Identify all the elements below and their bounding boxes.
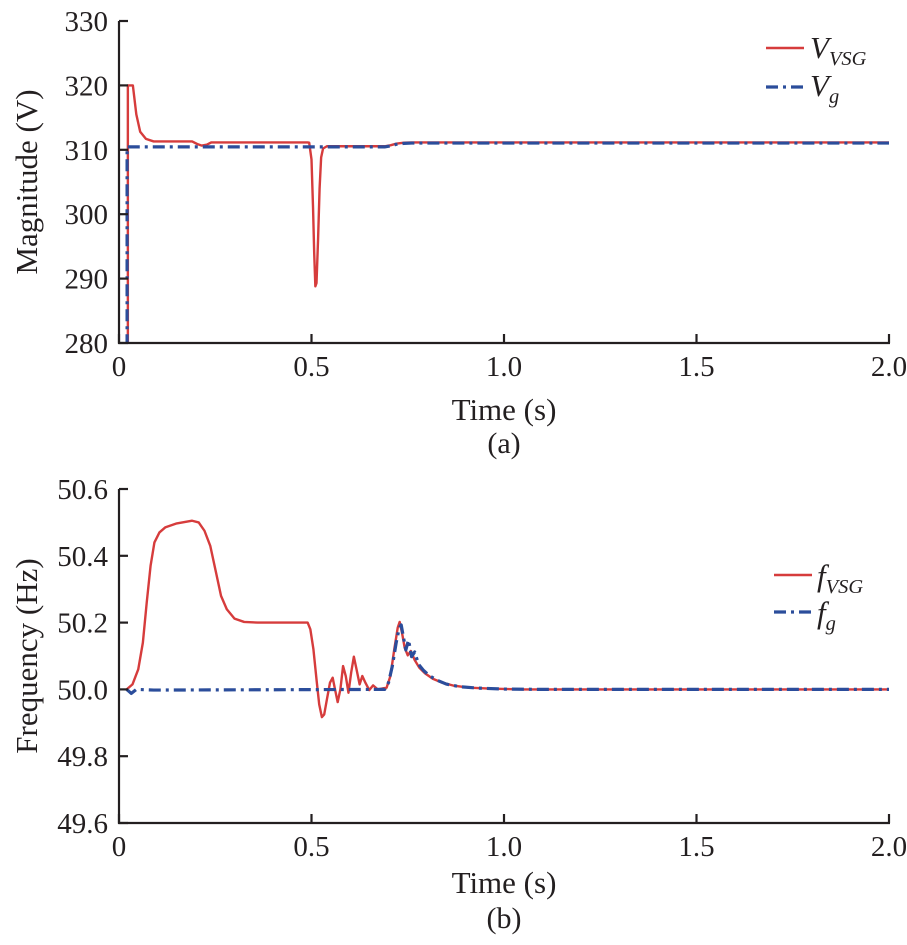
legend-entry-fvsg: fVSG	[817, 558, 863, 597]
series-line-V-g	[125, 141, 889, 343]
y-tick-label: 290	[65, 264, 109, 296]
x-tick-label: 1.0	[486, 351, 522, 383]
y-axis-label-magnitude: Magnitude (V)	[9, 89, 44, 275]
y-tick-label: 50.4	[57, 541, 108, 573]
legend-fg-sub: g	[825, 613, 836, 636]
x-tick-label: 2.0	[871, 351, 907, 383]
x-tick-label: 0.5	[293, 351, 329, 383]
legend-entry-vg: Vg	[810, 68, 839, 107]
y-tick-label: 50.0	[57, 674, 108, 706]
x-tick-label: 1.5	[678, 351, 714, 383]
x-tick-label: 1.0	[486, 831, 522, 863]
y-tick-label: 300	[65, 199, 109, 231]
legend-vvsg-main: V	[810, 30, 829, 65]
legend-entry-vvsg: VVSG	[810, 30, 866, 69]
y-tick-label: 50.6	[57, 474, 108, 506]
x-tick-label: 2.0	[871, 831, 907, 863]
series-line-f-VSG	[125, 519, 889, 719]
series-line-f-g	[125, 623, 889, 696]
series-group	[125, 519, 889, 719]
legend-fvsg-sub: VSG	[825, 576, 864, 599]
subplot-label-b: (b)	[486, 902, 522, 935]
x-tick-label: 0.5	[293, 831, 329, 863]
x-axis-label-a: Time (s)	[451, 392, 557, 427]
y-tick-label: 50.2	[57, 608, 108, 640]
legend-fg-main: f	[817, 595, 826, 630]
subplot-label-a: (a)	[487, 427, 521, 460]
legend-entry-fg: fg	[817, 595, 836, 634]
x-axis-label-b: Time (s)	[451, 865, 557, 900]
y-tick-label: 280	[65, 328, 109, 360]
y-tick-label: 49.8	[57, 741, 108, 773]
y-tick-label: 49.6	[57, 808, 108, 840]
y-axis-label-frequency: Frequency (Hz)	[9, 558, 44, 754]
legend-vg-main: V	[810, 68, 829, 103]
legend-fvsg-main: f	[817, 558, 826, 593]
y-tick-label: 320	[65, 70, 109, 102]
legend-vg-sub: g	[828, 86, 840, 109]
y-tick-label: 310	[65, 135, 109, 167]
magnitude-chart: 0 0.5 1.0 1.5 2.0 280 290 300 310 320 330	[65, 6, 907, 383]
x-tick-label: 0	[112, 351, 127, 383]
legend-vvsg-sub: VSG	[828, 48, 867, 71]
series-group	[125, 84, 889, 343]
x-tick-label: 1.5	[678, 831, 714, 863]
y-tick-label: 330	[65, 6, 109, 38]
x-tick-label: 0	[112, 831, 127, 863]
series-line-V-VSG	[126, 84, 889, 343]
frequency-chart: 0 0.5 1.0 1.5 2.0 49.6 49.8 50.0 50.2 50.4 50.6	[57, 474, 907, 863]
